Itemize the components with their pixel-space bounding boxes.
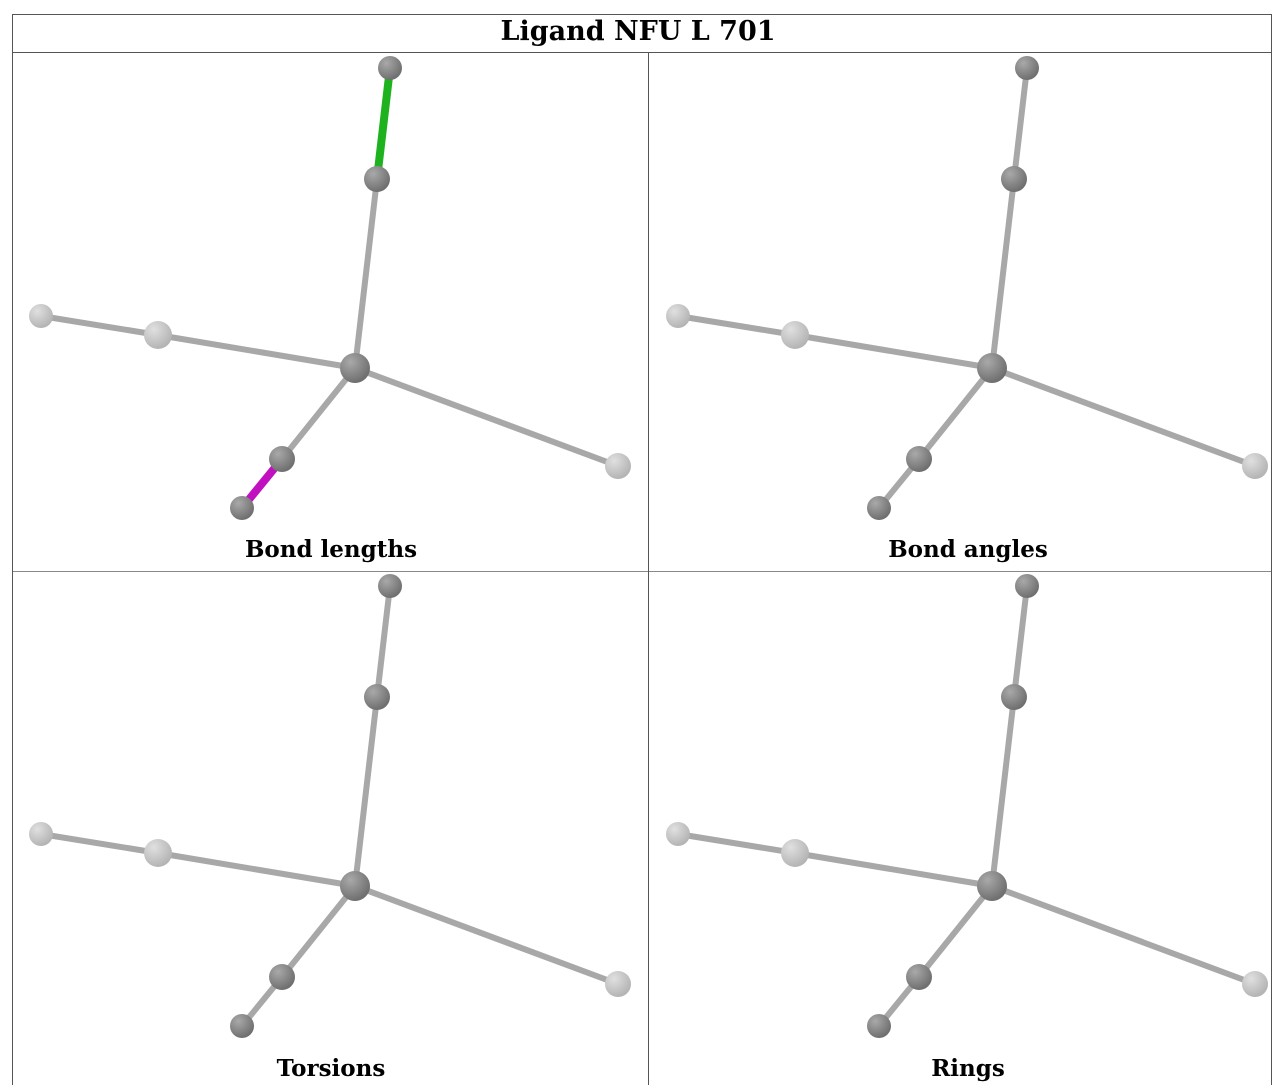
bond <box>279 365 358 462</box>
bond <box>352 176 380 371</box>
figure-title: Ligand NFU L 701 <box>500 16 776 47</box>
highlighted-bond <box>373 64 394 183</box>
atom <box>906 964 932 990</box>
bond <box>916 365 995 462</box>
bond <box>155 850 358 889</box>
panel-torsions: Torsions <box>13 571 649 1089</box>
atom <box>666 822 690 846</box>
bond <box>675 313 798 338</box>
atom <box>977 353 1007 383</box>
bond <box>374 583 393 700</box>
molecule-diagram <box>666 56 1268 520</box>
panel-caption: Bond lengths <box>244 536 418 563</box>
bond <box>989 883 1258 987</box>
panel-rings: Rings <box>650 571 1276 1089</box>
atom <box>269 446 295 472</box>
atom <box>364 684 390 710</box>
panel-bond-lengths: Bond lengths <box>13 53 649 571</box>
atom <box>605 971 631 997</box>
atom <box>29 822 53 846</box>
bond <box>989 365 1258 469</box>
bond <box>989 694 1017 889</box>
bond <box>38 831 161 856</box>
atom <box>144 321 172 349</box>
atom <box>1015 56 1039 80</box>
atom <box>605 453 631 479</box>
atom <box>781 321 809 349</box>
bond <box>352 365 621 469</box>
atom <box>1001 166 1027 192</box>
atom <box>29 304 53 328</box>
atom <box>1242 971 1268 997</box>
atom <box>364 166 390 192</box>
atom <box>906 446 932 472</box>
atom <box>666 304 690 328</box>
bond <box>989 176 1017 371</box>
panel-caption: Bond angles <box>888 536 1048 563</box>
bond <box>792 850 995 889</box>
bond <box>279 883 358 980</box>
atom <box>378 574 402 598</box>
bond <box>352 883 621 987</box>
molecule-diagram <box>29 56 631 520</box>
atom <box>340 353 370 383</box>
atom <box>269 964 295 990</box>
atom <box>230 496 254 520</box>
atom <box>340 871 370 901</box>
atom <box>781 839 809 867</box>
molecule-diagram <box>29 574 631 1038</box>
atom <box>1242 453 1268 479</box>
atom <box>867 1014 891 1038</box>
bond <box>916 883 995 980</box>
atom <box>378 56 402 80</box>
panel-caption: Rings <box>931 1055 1005 1082</box>
atom <box>1001 684 1027 710</box>
bond <box>792 332 995 371</box>
bond <box>1011 583 1030 700</box>
bond <box>675 831 798 856</box>
atom <box>867 496 891 520</box>
atom <box>230 1014 254 1038</box>
figure-frame <box>12 14 1272 1085</box>
bond <box>352 694 380 889</box>
atom <box>1015 574 1039 598</box>
bond <box>155 332 358 371</box>
bond <box>38 313 161 338</box>
molecule-diagram <box>666 574 1268 1038</box>
atom <box>977 871 1007 901</box>
panel-caption: Torsions <box>276 1055 386 1082</box>
atom <box>144 839 172 867</box>
panel-bond-angles: Bond angles <box>650 53 1276 571</box>
bond <box>1011 65 1030 182</box>
